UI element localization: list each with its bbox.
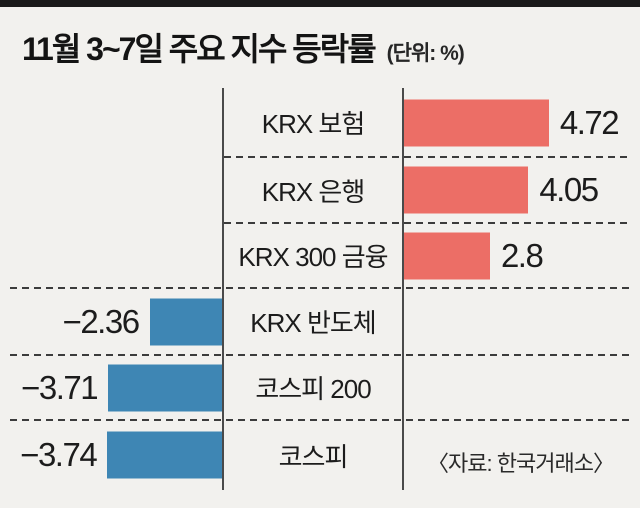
chart-row: KRX 보험 4.72: [0, 88, 640, 157]
row-separator: [10, 419, 630, 421]
category-label: 코스피: [278, 441, 349, 472]
source-note: 〈자료: 한국거래소〉: [427, 451, 615, 476]
row-separator: [224, 156, 630, 158]
value-label: 4.05: [539, 171, 599, 208]
category-label: KRX 은행: [261, 176, 366, 207]
bar-chart: KRX 보험 4.72 KRX 은행 4.05 KRX 300 금융 2.8 K…: [0, 88, 640, 490]
value-label: −2.36: [62, 302, 141, 340]
top-rule: [0, 0, 640, 7]
value-label: −3.71: [21, 368, 99, 406]
bar: [108, 364, 222, 411]
category-label: KRX 보험: [261, 109, 366, 139]
row-separator: [10, 354, 630, 356]
chart-row: 코스피 −3.74: [0, 420, 640, 490]
category-label: 코스피 200: [255, 374, 371, 404]
category-label: KRX 반도체: [250, 308, 376, 338]
chart-title: 11월 3~7일 주요 지수 등락률: [22, 31, 377, 67]
bar: [107, 431, 222, 479]
bar: [404, 99, 549, 146]
bar: [404, 232, 490, 279]
value-label: −3.74: [20, 436, 98, 473]
bar: [149, 298, 222, 345]
label-column-left-line: [222, 88, 224, 490]
row-separator: [10, 287, 630, 289]
value-label: 2.8: [500, 236, 544, 274]
chart-header: 11월 3~7일 주요 지수 등락률 (단위: %): [22, 24, 465, 70]
category-label: KRX 300 금융: [238, 242, 388, 272]
chart-row: KRX 300 금융 2.8: [0, 223, 640, 288]
zero-axis-line: [402, 88, 404, 490]
unit-note: (단위: %): [386, 42, 465, 65]
row-separator: [224, 222, 630, 224]
chart-row: KRX 반도체 −2.36: [0, 288, 640, 355]
chart-row: 코스피 200 −3.71: [0, 355, 640, 420]
bar: [404, 166, 529, 214]
value-label: 4.72: [559, 103, 620, 141]
chart-row: KRX 은행 4.05: [0, 157, 640, 223]
